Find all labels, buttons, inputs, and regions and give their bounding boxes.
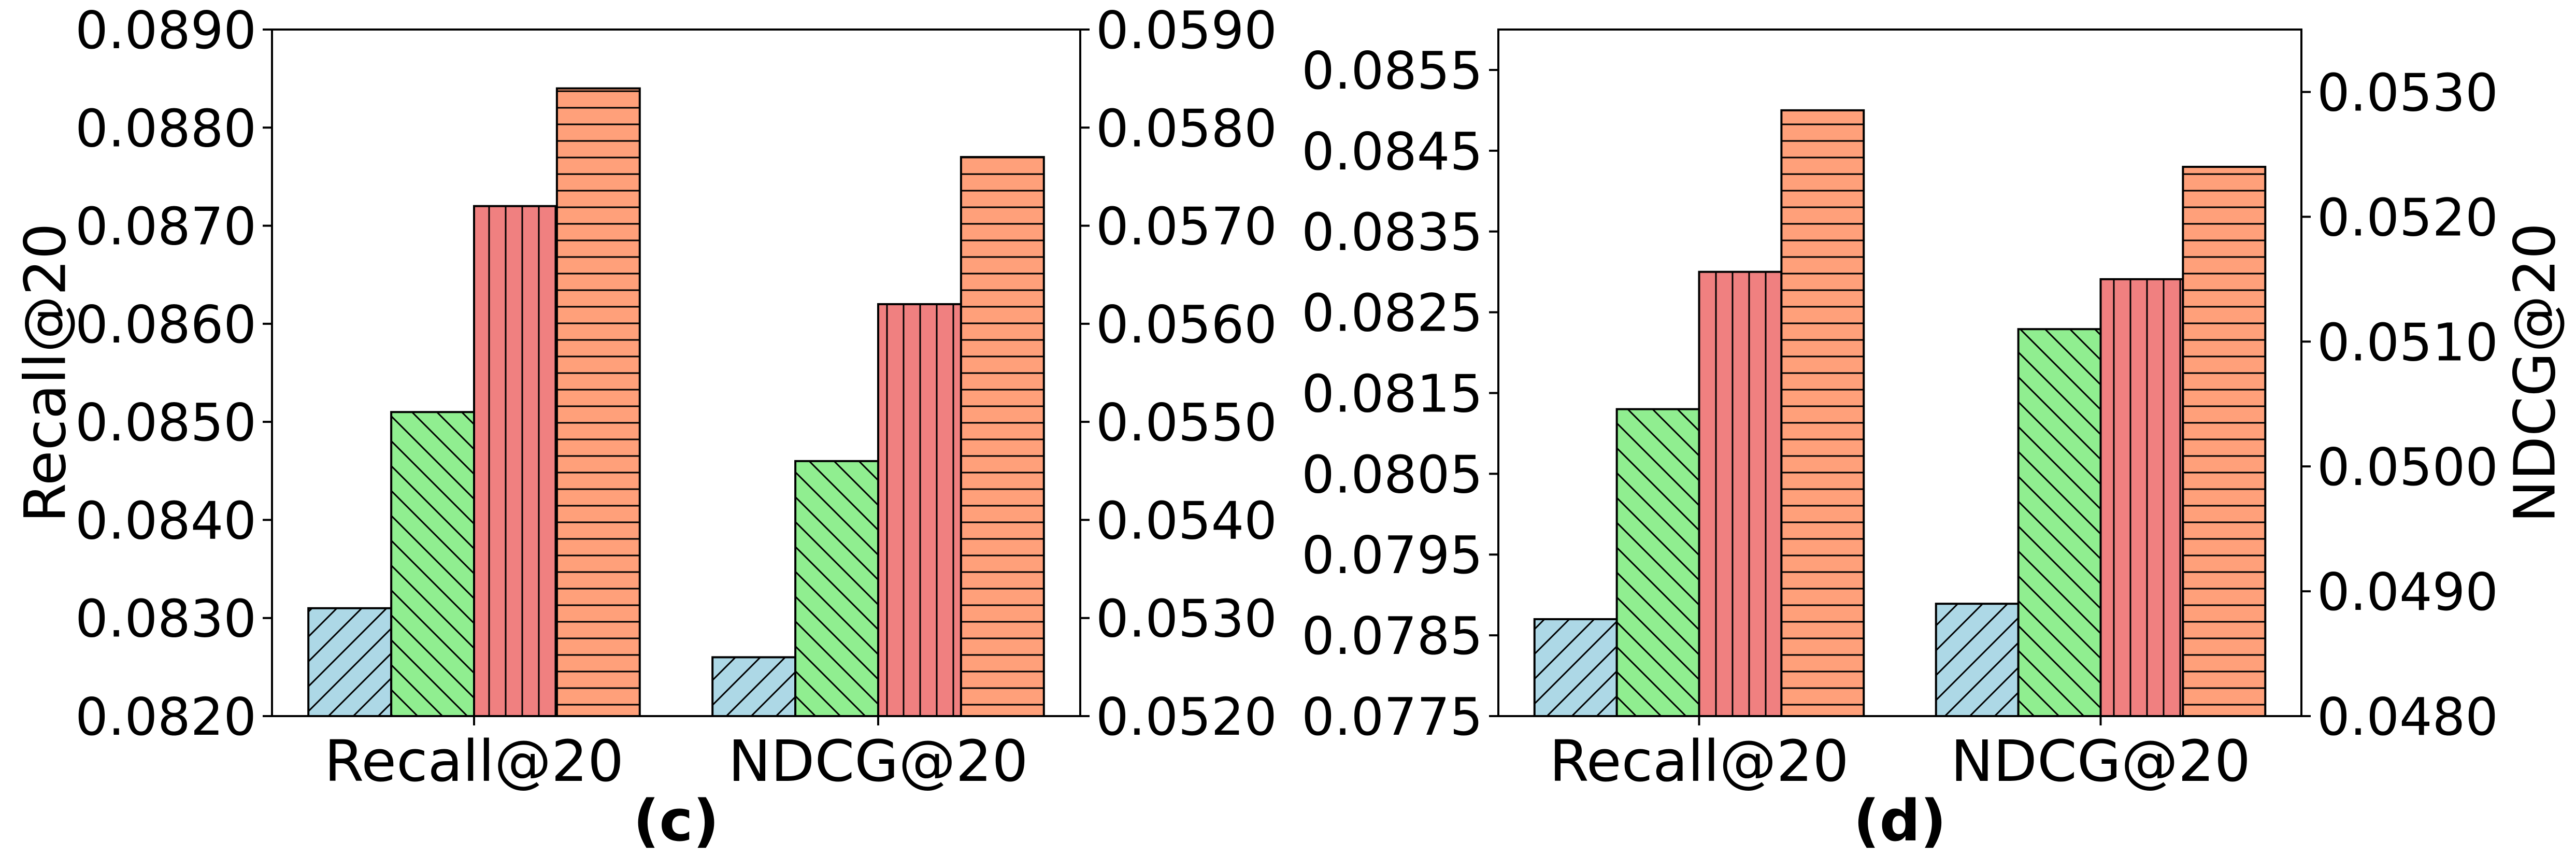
x-tick-label: Recall@20 — [1549, 728, 1849, 794]
bar-hatch-recall-20-series-1 — [1533, 618, 1618, 717]
bar-hatch-ndcg-20-series-3 — [877, 303, 962, 717]
chart-panel-d: Recall@20 NDCG@20 0.0775 0.0785 0.0795 0.0805… — [1301, 28, 2568, 854]
left-y-tick-label: 0.0870 — [75, 196, 256, 257]
right-y-tick-label: 0.0590 — [1096, 0, 1277, 61]
left-y-tick-label: 0.0840 — [75, 490, 256, 551]
x-tick-label: Recall@20 — [324, 728, 624, 794]
bar-hatch-ndcg-20-series-1 — [711, 656, 797, 718]
plot-frame — [1497, 28, 2302, 717]
bar-hatch-ndcg-20-series-4 — [960, 156, 1045, 718]
left-y-tick-label: 0.0890 — [75, 0, 256, 61]
right-y-tick-label: 0.0510 — [2317, 312, 2498, 373]
bar-hatch-recall-20-series-1 — [307, 607, 393, 718]
right-y-tick-label: 0.0500 — [2317, 437, 2498, 497]
left-y-axis-title: Recall@20 — [12, 223, 78, 522]
bar-hatch-recall-20-series-3 — [1698, 270, 1783, 717]
right-y-tick-label: 0.0570 — [1096, 196, 1277, 257]
left-y-tick-label: 0.0880 — [75, 98, 256, 159]
left-y-tick-label: 0.0805 — [1301, 444, 1483, 505]
right-y-tick-label: 0.0490 — [2317, 562, 2498, 622]
left-y-tick-label: 0.0855 — [1301, 40, 1483, 101]
right-y-tick-label: 0.0480 — [2317, 687, 2498, 747]
right-y-axis-title: NDCG@20 — [2501, 223, 2568, 523]
left-y-tick-label: 0.0860 — [75, 294, 256, 355]
left-y-tick-label: 0.0820 — [75, 687, 256, 747]
bar-hatch-recall-20-series-4 — [555, 87, 641, 718]
left-y-tick-label: 0.0785 — [1301, 606, 1483, 666]
plot-frame — [271, 28, 1081, 717]
bar-hatch-recall-20-series-4 — [1780, 109, 1865, 718]
left-y-tick-label: 0.0775 — [1301, 687, 1483, 747]
bar-hatch-ndcg-20-series-4 — [2182, 166, 2267, 717]
bar-hatch-ndcg-20-series-3 — [2099, 278, 2184, 717]
right-y-tick-label: 0.0560 — [1096, 294, 1277, 355]
right-y-tick-label: 0.0530 — [2317, 62, 2498, 123]
panel-label: (c) — [633, 788, 719, 854]
bar-hatch-recall-20-series-2 — [1615, 408, 1700, 717]
right-y-tick-label: 0.0540 — [1096, 490, 1277, 551]
left-y-tick-label: 0.0825 — [1301, 283, 1483, 344]
right-y-tick-label: 0.0520 — [2317, 187, 2498, 248]
right-y-tick-label: 0.0550 — [1096, 392, 1277, 453]
right-y-tick-label: 0.0580 — [1096, 98, 1277, 159]
left-y-tick-label: 0.0830 — [75, 589, 256, 649]
left-y-tick-label: 0.0850 — [75, 392, 256, 453]
panel-label: (d) — [1853, 788, 1946, 854]
left-y-tick-label: 0.0795 — [1301, 525, 1483, 586]
x-tick-label: NDCG@20 — [728, 728, 1028, 794]
left-y-tick-label: 0.0835 — [1301, 202, 1483, 263]
x-tick-label: NDCG@20 — [1951, 728, 2251, 794]
bar-hatch-ndcg-20-series-1 — [1935, 603, 2020, 717]
bar-hatch-ndcg-20-series-2 — [2017, 328, 2102, 717]
bar-hatch-ndcg-20-series-2 — [794, 460, 879, 717]
right-y-tick-label: 0.0520 — [1096, 687, 1277, 747]
chart-panel-c: Recall@20 NDCG@20 0.0820 0.0830 0.0840 0.0850… — [12, 0, 1277, 854]
bar-hatch-recall-20-series-2 — [390, 411, 475, 717]
right-y-tick-label: 0.0530 — [1096, 589, 1277, 649]
left-y-tick-label: 0.0815 — [1301, 363, 1483, 424]
bar-hatch-recall-20-series-3 — [473, 205, 558, 717]
left-y-tick-label: 0.0845 — [1301, 121, 1483, 182]
